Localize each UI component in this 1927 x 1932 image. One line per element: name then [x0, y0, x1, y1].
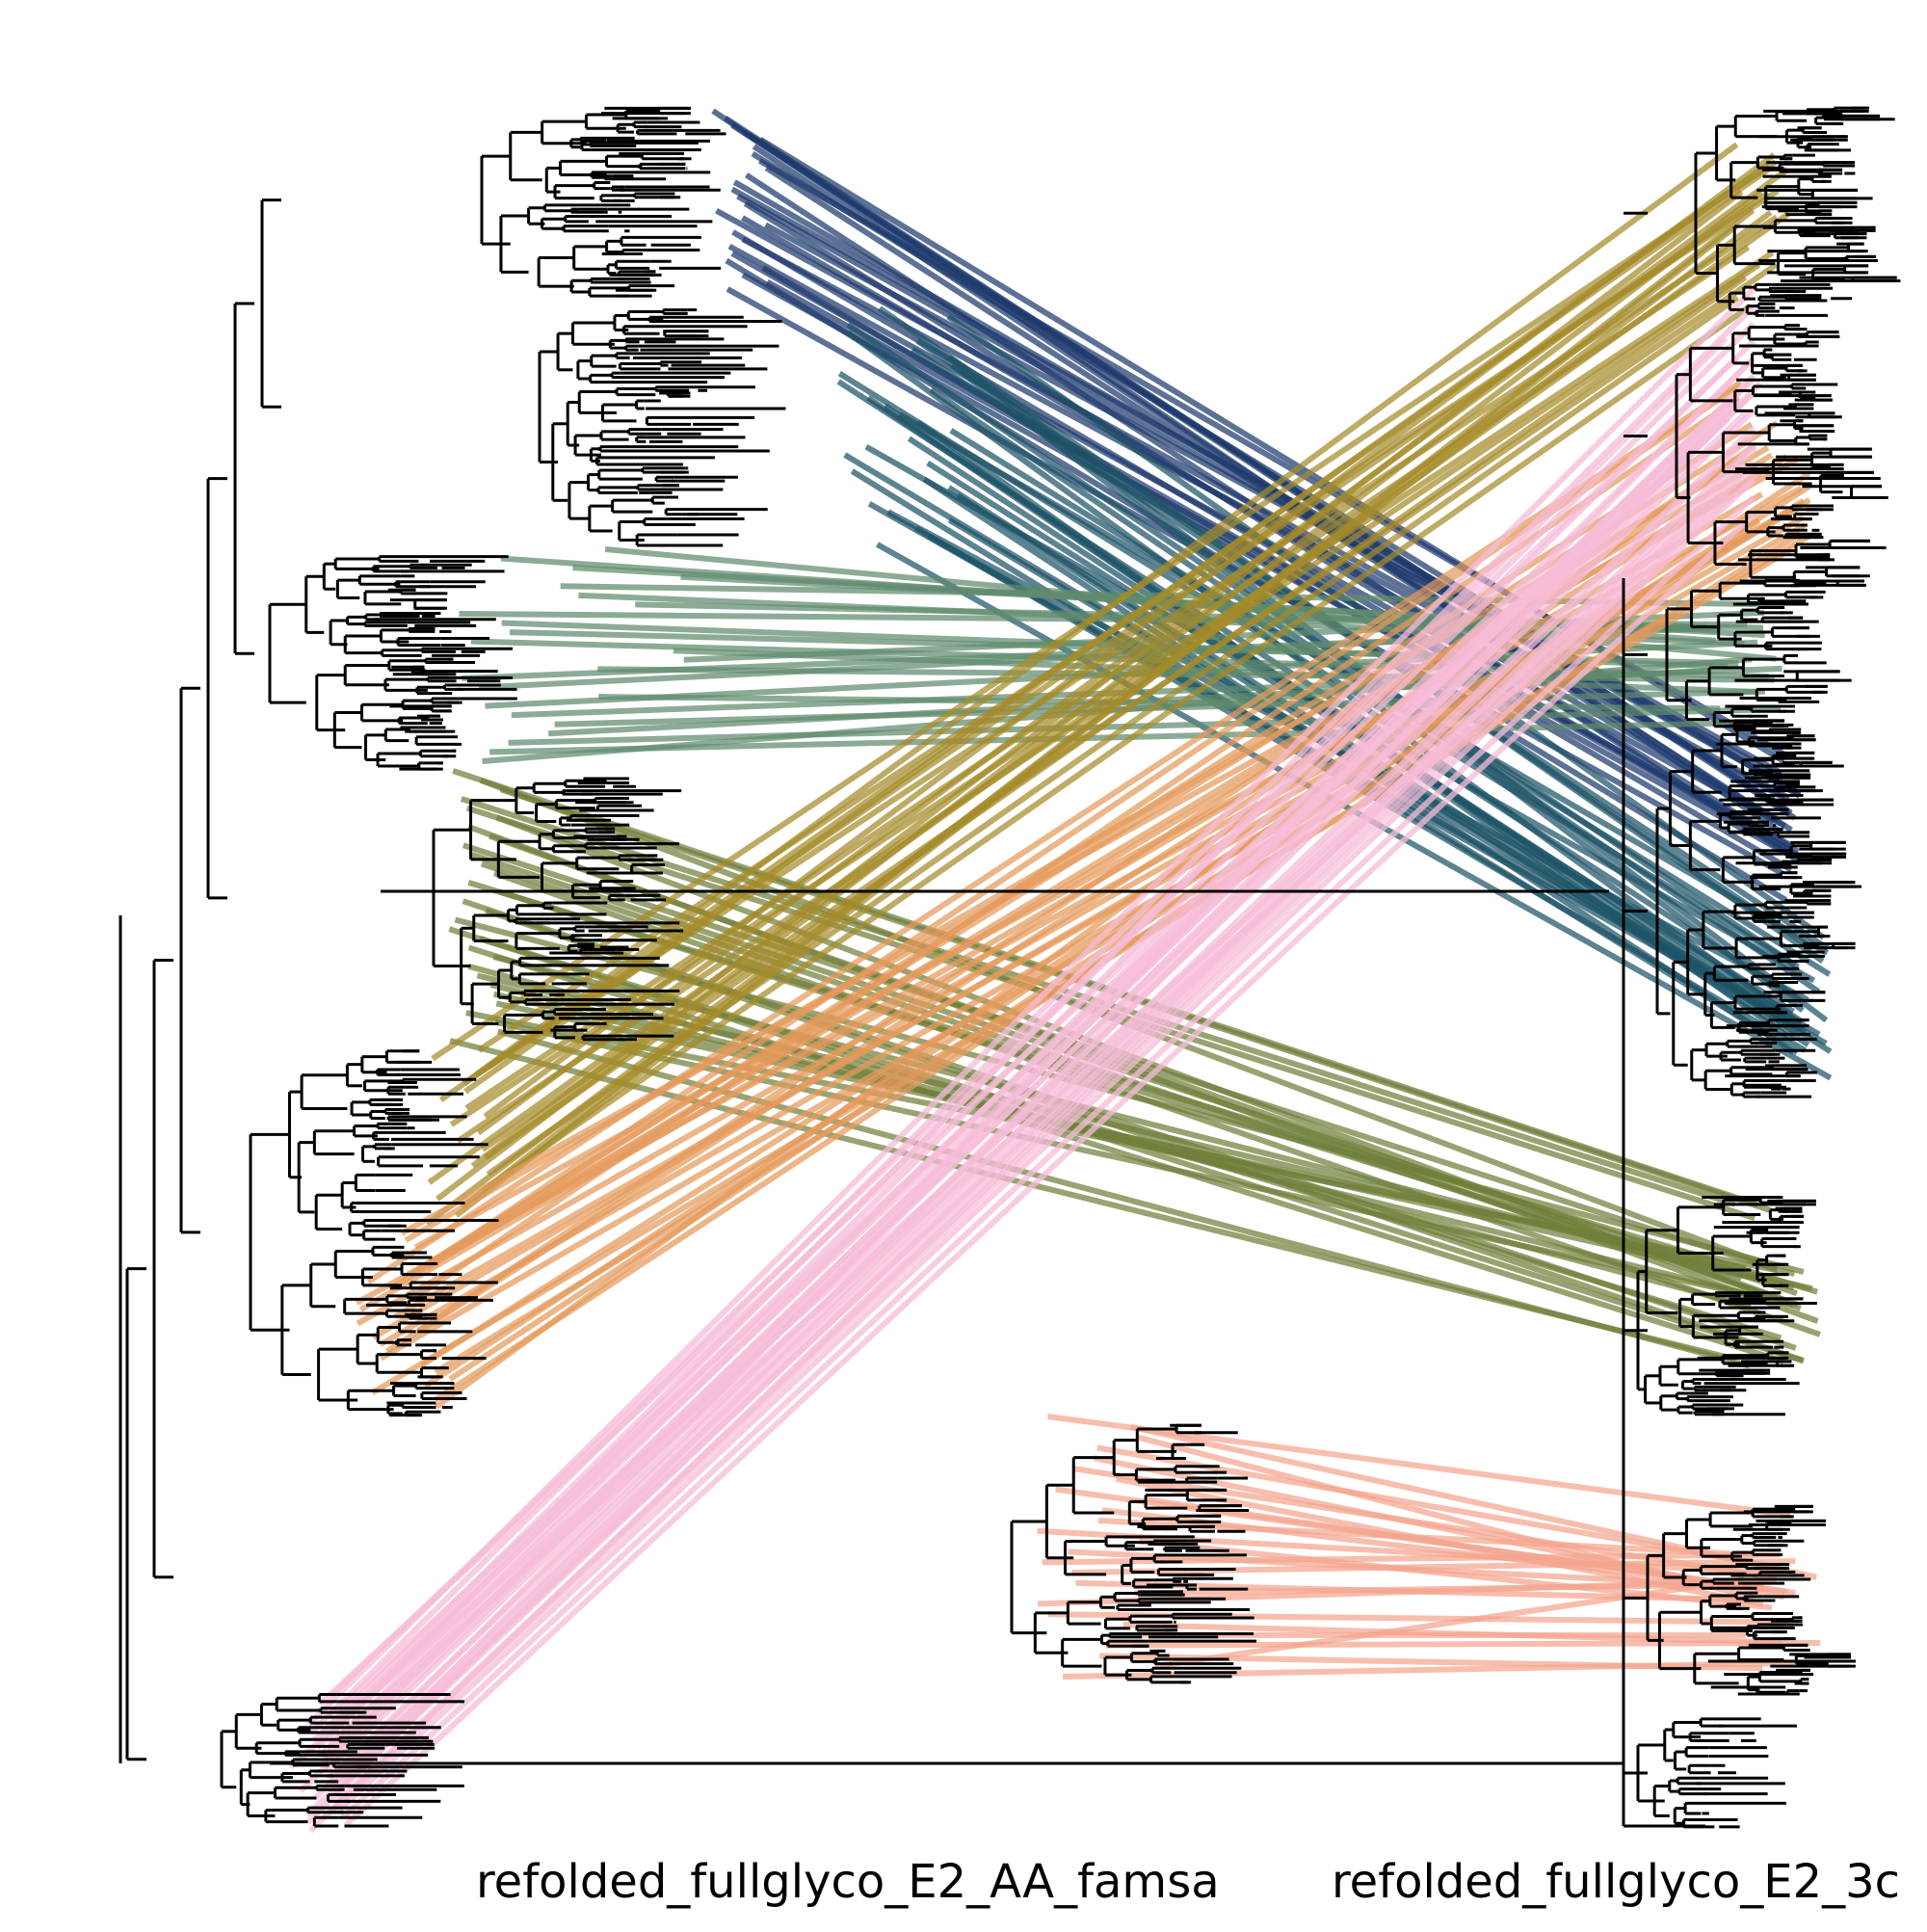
- connector-line: [1105, 1643, 1820, 1646]
- connector-lines: [290, 111, 1830, 1831]
- left-tree-label: refolded_fullglyco_E2_AA_famsa: [476, 1855, 1220, 1909]
- right-tree-label: refolded_fullglyco_E2_3c: [1332, 1855, 1900, 1909]
